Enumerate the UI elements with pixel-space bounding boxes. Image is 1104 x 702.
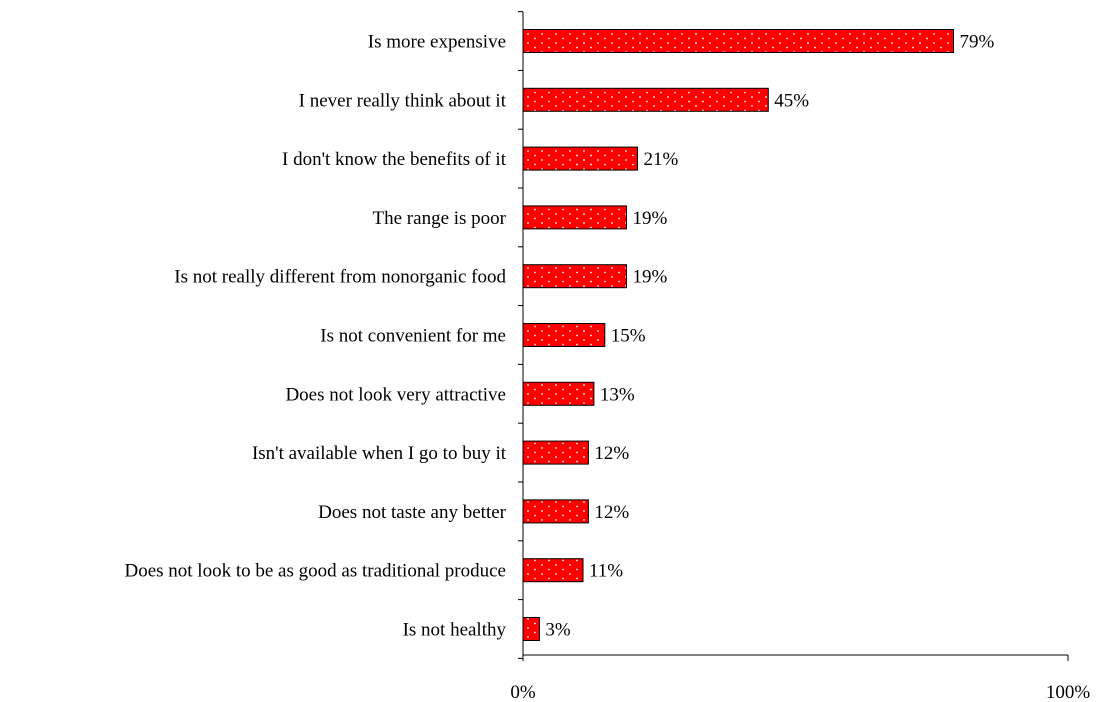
bar	[522, 381, 595, 406]
category-label: Is more expensive	[368, 32, 506, 53]
value-label: 15%	[611, 326, 646, 347]
bar	[522, 617, 540, 641]
bar	[522, 499, 589, 524]
value-label: 13%	[600, 384, 635, 405]
bars-group	[522, 29, 954, 641]
axes-group	[518, 11, 1069, 661]
labels-group: Is more expensive 79% I never really think…	[124, 32, 1090, 702]
bar	[522, 205, 627, 230]
category-label: I never really think about it	[299, 90, 507, 111]
value-label: 3%	[545, 620, 571, 641]
x-tick-label: 100%	[1046, 682, 1091, 702]
bar	[522, 29, 954, 53]
value-label: 11%	[589, 561, 623, 582]
category-label: I don't know the benefits of it	[282, 149, 507, 170]
value-label: 45%	[774, 90, 809, 111]
value-label: 79%	[960, 32, 995, 53]
category-label: Does not taste any better	[318, 502, 507, 523]
value-label: 21%	[644, 149, 679, 170]
value-label: 19%	[633, 267, 668, 288]
bar	[522, 264, 627, 289]
category-label: The range is poor	[373, 208, 507, 229]
category-label: Does not look to be as good as tradition…	[124, 561, 506, 582]
category-label: Is not convenient for me	[320, 326, 506, 347]
value-label: 19%	[633, 208, 668, 229]
bar	[522, 87, 769, 112]
category-label: Is not healthy	[403, 620, 507, 641]
category-label: Does not look very attractive	[285, 384, 506, 405]
category-label: Is not really different from nonorganic …	[174, 267, 506, 288]
bar	[522, 323, 606, 347]
category-label: Isn't available when I go to buy it	[252, 443, 507, 464]
x-tick-label: 0%	[510, 682, 536, 702]
bar	[522, 146, 638, 171]
bar	[522, 558, 584, 583]
value-label: 12%	[594, 502, 629, 523]
bar	[522, 440, 589, 465]
value-label: 12%	[594, 443, 629, 464]
